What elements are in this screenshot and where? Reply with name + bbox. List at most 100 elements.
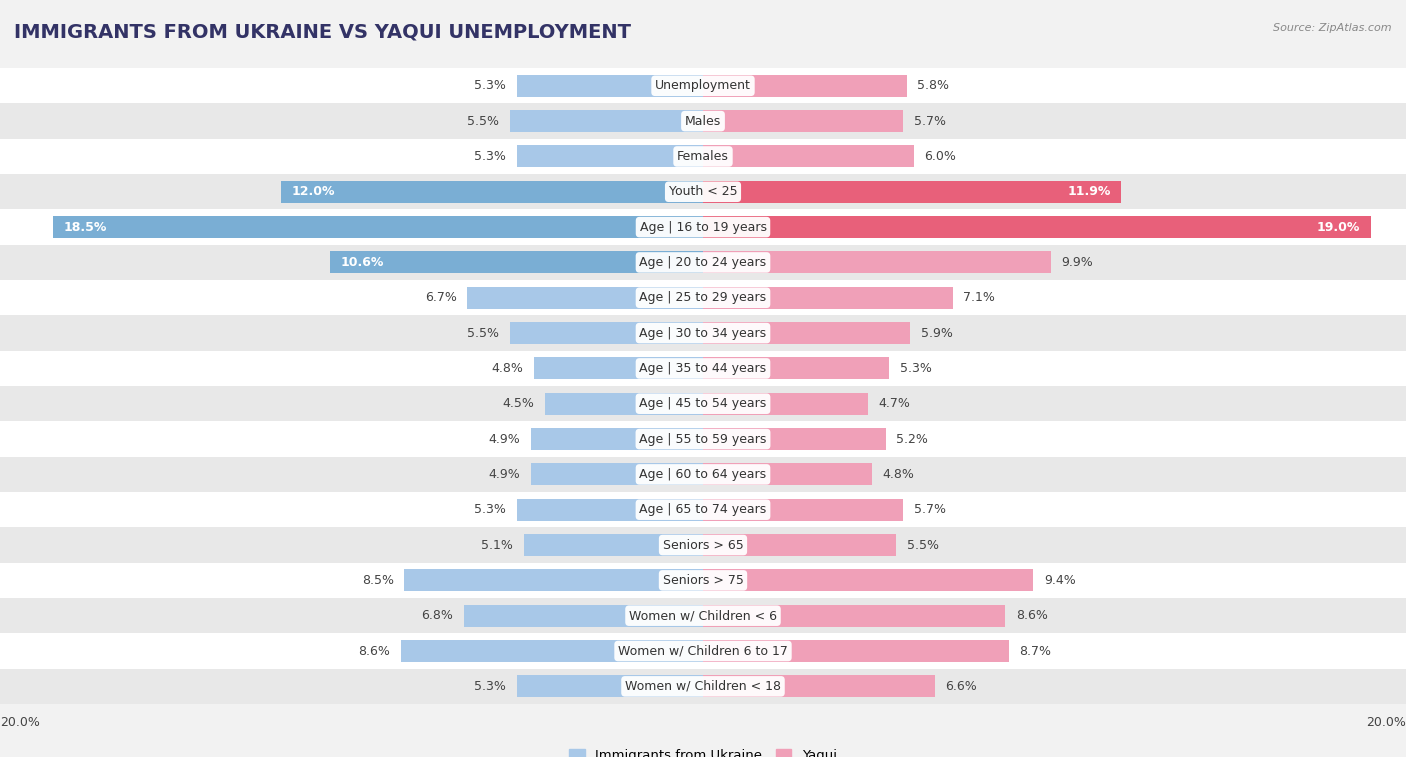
Bar	[534, 357, 703, 379]
Text: Women w/ Children < 6: Women w/ Children < 6	[628, 609, 778, 622]
Text: Unemployment: Unemployment	[655, 79, 751, 92]
Bar	[703, 251, 1052, 273]
Text: Source: ZipAtlas.com: Source: ZipAtlas.com	[1274, 23, 1392, 33]
Text: 5.7%: 5.7%	[914, 114, 946, 128]
Bar	[703, 393, 869, 415]
Bar	[703, 534, 897, 556]
Bar	[281, 181, 703, 203]
Text: Age | 30 to 34 years: Age | 30 to 34 years	[640, 326, 766, 340]
Bar	[703, 675, 935, 697]
Text: IMMIGRANTS FROM UKRAINE VS YAQUI UNEMPLOYMENT: IMMIGRANTS FROM UKRAINE VS YAQUI UNEMPLO…	[14, 23, 631, 42]
Bar	[517, 675, 703, 697]
Text: Males: Males	[685, 114, 721, 128]
Bar	[0, 174, 1406, 210]
Bar	[0, 245, 1406, 280]
Bar	[517, 499, 703, 521]
Bar	[517, 145, 703, 167]
Text: Age | 20 to 24 years: Age | 20 to 24 years	[640, 256, 766, 269]
Bar	[0, 598, 1406, 634]
Text: 5.5%: 5.5%	[467, 326, 499, 340]
Text: Youth < 25: Youth < 25	[669, 185, 737, 198]
Text: 9.9%: 9.9%	[1062, 256, 1094, 269]
Text: 8.6%: 8.6%	[359, 644, 391, 658]
Text: 5.5%: 5.5%	[907, 538, 939, 552]
Text: 5.9%: 5.9%	[921, 326, 953, 340]
Text: 5.1%: 5.1%	[481, 538, 513, 552]
Text: 4.5%: 4.5%	[502, 397, 534, 410]
Bar	[0, 316, 1406, 350]
Text: 8.6%: 8.6%	[1015, 609, 1047, 622]
Bar	[703, 75, 907, 97]
Text: Seniors > 65: Seniors > 65	[662, 538, 744, 552]
Bar	[531, 428, 703, 450]
Bar	[0, 562, 1406, 598]
Bar	[703, 605, 1005, 627]
Bar	[0, 668, 1406, 704]
Bar	[703, 217, 1371, 238]
Text: 5.3%: 5.3%	[474, 79, 506, 92]
Text: 5.8%: 5.8%	[917, 79, 949, 92]
Bar	[467, 287, 703, 309]
Bar	[0, 280, 1406, 316]
Text: 10.6%: 10.6%	[342, 256, 384, 269]
Bar	[524, 534, 703, 556]
Text: 5.3%: 5.3%	[474, 150, 506, 163]
Text: Age | 55 to 59 years: Age | 55 to 59 years	[640, 432, 766, 446]
Bar	[703, 463, 872, 485]
Text: 6.0%: 6.0%	[925, 150, 956, 163]
Bar	[546, 393, 703, 415]
Bar	[703, 181, 1122, 203]
Text: Females: Females	[678, 150, 728, 163]
Text: 20.0%: 20.0%	[0, 716, 39, 730]
Bar	[510, 322, 703, 344]
Bar	[0, 139, 1406, 174]
Bar	[0, 422, 1406, 456]
Bar	[405, 569, 703, 591]
Bar	[703, 357, 889, 379]
Bar	[0, 492, 1406, 528]
Legend: Immigrants from Ukraine, Yaqui: Immigrants from Ukraine, Yaqui	[564, 743, 842, 757]
Text: 18.5%: 18.5%	[63, 220, 107, 234]
Bar	[401, 640, 703, 662]
Text: Age | 16 to 19 years: Age | 16 to 19 years	[640, 220, 766, 234]
Text: 5.5%: 5.5%	[467, 114, 499, 128]
Text: 6.7%: 6.7%	[425, 291, 457, 304]
Bar	[703, 428, 886, 450]
Text: 4.7%: 4.7%	[879, 397, 911, 410]
Text: 5.3%: 5.3%	[900, 362, 932, 375]
Bar	[0, 210, 1406, 245]
Bar	[531, 463, 703, 485]
Bar	[703, 111, 904, 132]
Bar	[703, 499, 904, 521]
Bar	[0, 634, 1406, 668]
Text: 20.0%: 20.0%	[1367, 716, 1406, 730]
Text: 19.0%: 19.0%	[1317, 220, 1360, 234]
Bar	[0, 68, 1406, 104]
Bar	[703, 287, 953, 309]
Text: 5.3%: 5.3%	[474, 680, 506, 693]
Text: 6.6%: 6.6%	[945, 680, 977, 693]
Text: 5.2%: 5.2%	[897, 432, 928, 446]
Text: Age | 65 to 74 years: Age | 65 to 74 years	[640, 503, 766, 516]
Bar	[464, 605, 703, 627]
Bar	[703, 322, 911, 344]
Bar	[330, 251, 703, 273]
Text: 12.0%: 12.0%	[292, 185, 335, 198]
Text: Age | 25 to 29 years: Age | 25 to 29 years	[640, 291, 766, 304]
Bar	[0, 104, 1406, 139]
Text: Age | 35 to 44 years: Age | 35 to 44 years	[640, 362, 766, 375]
Bar	[0, 350, 1406, 386]
Text: Women w/ Children < 18: Women w/ Children < 18	[626, 680, 780, 693]
Text: 8.5%: 8.5%	[361, 574, 394, 587]
Text: 5.7%: 5.7%	[914, 503, 946, 516]
Text: Seniors > 75: Seniors > 75	[662, 574, 744, 587]
Text: 5.3%: 5.3%	[474, 503, 506, 516]
Bar	[703, 569, 1033, 591]
Bar	[703, 640, 1010, 662]
Text: 7.1%: 7.1%	[963, 291, 995, 304]
Bar	[510, 111, 703, 132]
Text: 4.9%: 4.9%	[488, 468, 520, 481]
Bar	[0, 456, 1406, 492]
Text: 11.9%: 11.9%	[1067, 185, 1111, 198]
Text: Women w/ Children 6 to 17: Women w/ Children 6 to 17	[619, 644, 787, 658]
